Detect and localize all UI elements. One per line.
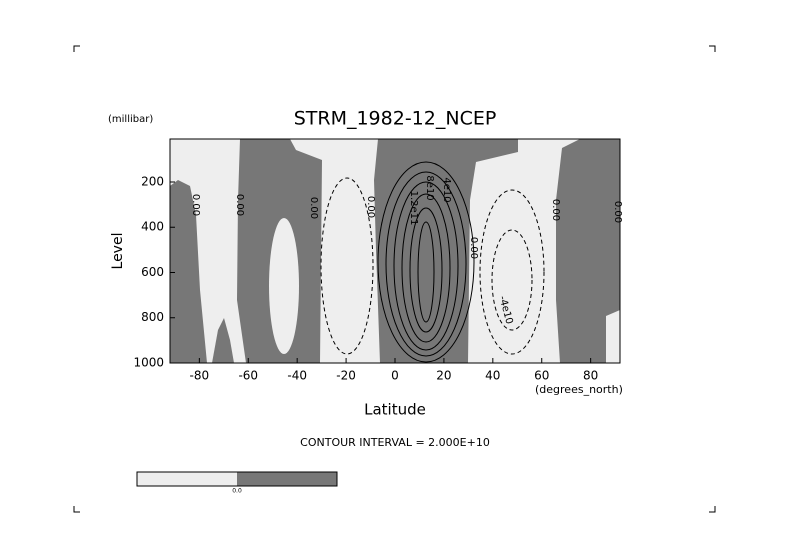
contour-label: 8e10 <box>424 175 435 200</box>
x-tick-label: 0 <box>391 369 399 383</box>
x-tick-label: 80 <box>583 369 598 383</box>
y-tick-label: 400 <box>141 220 164 234</box>
contour-label: 0.00 <box>468 237 479 259</box>
contour-label: 0.00 <box>612 201 623 223</box>
shaded-region <box>556 139 620 363</box>
y-unit: (millibar) <box>108 114 153 125</box>
colorbar-frame <box>136 471 338 487</box>
y-tick-label: 1000 <box>133 356 164 370</box>
contour-label: 4e10 <box>441 177 452 202</box>
x-tick-label: 40 <box>485 369 500 383</box>
colorbar-swatch <box>237 472 337 486</box>
y-tick-label: 600 <box>141 265 164 279</box>
contour-label: 0.00 <box>190 194 201 216</box>
x-tick-label: 20 <box>436 369 451 383</box>
x-tick-label: -20 <box>336 369 356 383</box>
annotation: CONTOUR INTERVAL = 2.000E+10 <box>300 436 490 449</box>
contour-label: 0.00 <box>234 194 245 216</box>
contour-label: 1.2e11 <box>408 191 419 226</box>
contour-lines <box>320 161 545 363</box>
crop-marks <box>73 45 716 513</box>
y-tick-label: 200 <box>141 174 164 188</box>
y-axis-label: Level <box>110 233 126 270</box>
x-tick-label: -60 <box>238 369 258 383</box>
colorbar: 0.0 <box>136 471 338 495</box>
x-tick-label: -80 <box>190 369 210 383</box>
contour-label: 0.00 <box>308 197 319 219</box>
x-axis-label: Latitude <box>364 401 426 419</box>
plot-area <box>169 138 621 364</box>
x-unit: (degrees_north) <box>535 383 623 396</box>
contour-label: 0.00 <box>550 199 561 221</box>
colorbar-label: 0.0 <box>232 488 242 495</box>
contour-label: 0.00 <box>365 196 376 218</box>
unshaded-region <box>269 218 299 354</box>
shaded-region <box>212 318 234 363</box>
colorbar-swatch <box>137 472 237 486</box>
y-tick-label: 800 <box>141 310 164 324</box>
x-tick-label: -40 <box>287 369 307 383</box>
shaded-region <box>374 139 518 363</box>
chart-title: STRM_1982-12_NCEP <box>294 108 497 130</box>
shaded-region <box>170 180 207 363</box>
x-tick-label: 60 <box>534 369 549 383</box>
